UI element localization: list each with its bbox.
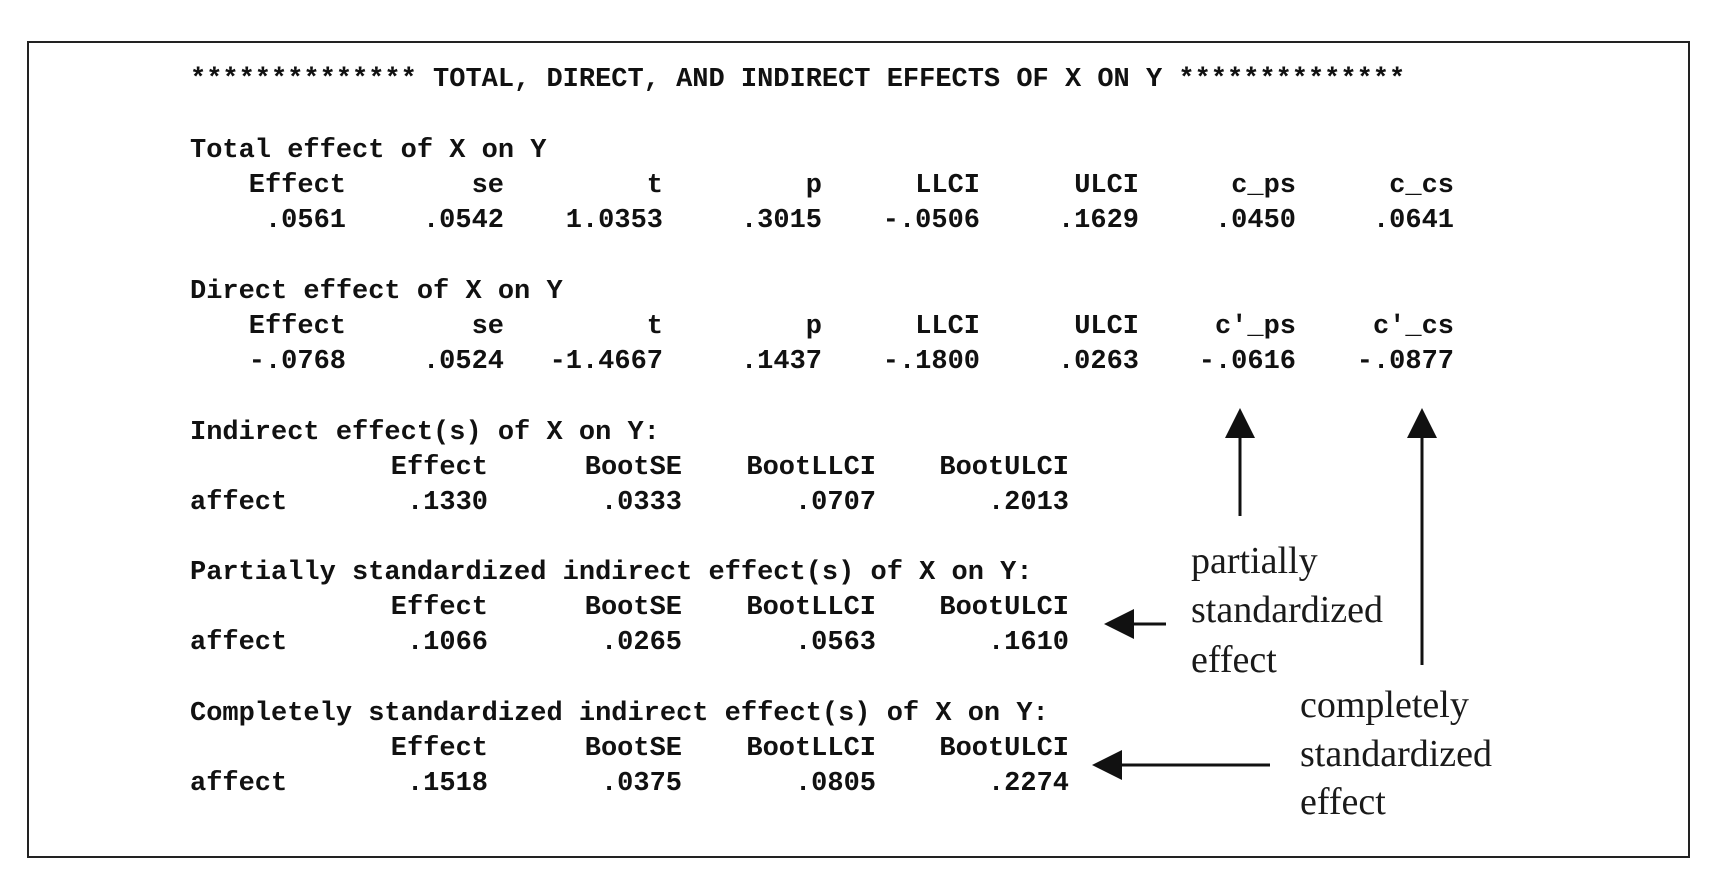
value-cell: .3015 (740, 206, 822, 236)
column-header: LLCI (915, 171, 980, 201)
value-cell: .2013 (987, 488, 1069, 518)
completely-annotation-line-1: completely (1300, 684, 1469, 726)
column-header: t (646, 312, 663, 342)
value-cell: .0265 (600, 628, 682, 658)
value-cell: .1518 (406, 769, 488, 799)
column-header: t (646, 171, 663, 201)
column-header: p (805, 312, 822, 342)
column-header: BootULCI (939, 734, 1069, 764)
value-cell: .0524 (422, 347, 504, 377)
partially-annotation-line-3: effect (1191, 639, 1277, 681)
value-cell: -.1800 (882, 347, 980, 377)
column-header: c_cs (1389, 171, 1454, 201)
row-label: affect (190, 628, 288, 658)
column-header: ULCI (1074, 171, 1139, 201)
total-effect-title: Total effect of X on Y (190, 136, 547, 166)
row-label: affect (190, 769, 288, 799)
value-cell: .0805 (794, 769, 876, 799)
column-header: BootSE (584, 453, 682, 483)
column-header: ULCI (1074, 312, 1139, 342)
value-cell: 1.0353 (565, 206, 663, 236)
completely-annotation-line-3: effect (1300, 781, 1386, 823)
value-cell: .1610 (987, 628, 1069, 658)
completely-annotation-line-2: standardized (1300, 733, 1493, 775)
column-header: LLCI (915, 312, 980, 342)
value-cell: .1437 (740, 347, 822, 377)
value-cell: .0542 (422, 206, 504, 236)
value-cell: .0707 (794, 488, 876, 518)
value-cell: -1.4667 (549, 347, 663, 377)
value-cell: -.0616 (1198, 347, 1296, 377)
value-cell: .0563 (794, 628, 876, 658)
value-cell: .0641 (1372, 206, 1454, 236)
column-header: BootSE (584, 593, 682, 623)
column-header: BootSE (584, 734, 682, 764)
column-header: BootLLCI (746, 453, 876, 483)
completely-standardized-title: Completely standardized indirect effect(… (190, 699, 1049, 729)
column-header: c_ps (1231, 171, 1296, 201)
column-header: c'_cs (1372, 312, 1454, 342)
column-header: BootLLCI (746, 734, 876, 764)
partially-standardized-title: Partially standardized indirect effect(s… (190, 558, 1033, 588)
value-cell: .1066 (406, 628, 488, 658)
column-header: BootULCI (939, 453, 1069, 483)
value-cell: .0333 (600, 488, 682, 518)
column-header: se (471, 171, 504, 201)
value-cell: -.0877 (1356, 347, 1454, 377)
value-cell: .2274 (987, 769, 1069, 799)
column-header: c'_ps (1214, 312, 1296, 342)
partially-annotation-line-1: partially (1191, 540, 1318, 582)
value-cell: .1330 (406, 488, 488, 518)
output-header: ************** TOTAL, DIRECT, AND INDIRE… (190, 65, 1406, 95)
column-header: Effect (248, 312, 346, 342)
column-header: se (471, 312, 504, 342)
figure-frame (27, 41, 1690, 858)
value-cell: .1629 (1057, 206, 1139, 236)
column-header: BootULCI (939, 593, 1069, 623)
column-header: Effect (390, 453, 488, 483)
column-header: Effect (390, 593, 488, 623)
partially-annotation-line-2: standardized (1191, 589, 1384, 631)
value-cell: .0561 (264, 206, 346, 236)
value-cell: -.0768 (248, 347, 346, 377)
value-cell: .0450 (1214, 206, 1296, 236)
value-cell: -.0506 (882, 206, 980, 236)
column-header: p (805, 171, 822, 201)
value-cell: .0375 (600, 769, 682, 799)
column-header: BootLLCI (746, 593, 876, 623)
direct-effect-title: Direct effect of X on Y (190, 277, 563, 307)
column-header: Effect (248, 171, 346, 201)
row-label: affect (190, 488, 288, 518)
value-cell: .0263 (1057, 347, 1139, 377)
column-header: Effect (390, 734, 488, 764)
indirect-effect-title: Indirect effect(s) of X on Y: (190, 418, 660, 448)
